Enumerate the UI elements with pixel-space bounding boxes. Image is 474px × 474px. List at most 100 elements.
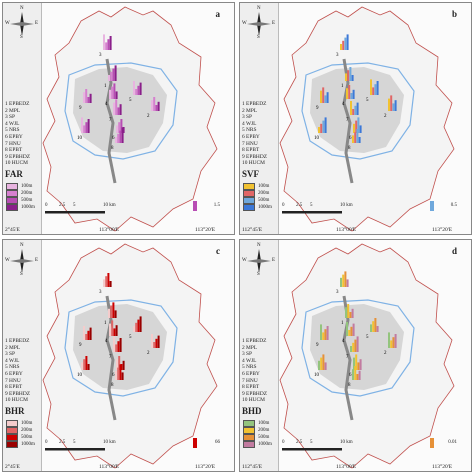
scale-tick-label: 0: [45, 203, 48, 208]
scale-tick-label: 5: [310, 203, 313, 208]
site-number: 2: [147, 114, 150, 119]
site-list: 1 EPBEDZ 2 MPL 3 SP 4 WJL 5 NRS 6 EPBY 7 HNU 8 …: [242, 338, 267, 404]
site-bar: [103, 34, 105, 50]
site-bar: [340, 277, 342, 287]
site-bar: [121, 127, 124, 143]
site-number: 6: [349, 373, 352, 378]
site-bar: [135, 89, 138, 95]
map-canvas: 1 2 3 4 5 6 7 8 9 10: [279, 243, 455, 469]
site-bar: [117, 107, 120, 115]
site-bar: [89, 327, 92, 340]
site-number: 4: [105, 102, 108, 107]
compass-w: W: [242, 21, 247, 26]
site-number: 1: [341, 321, 344, 326]
site-bar: [357, 362, 360, 370]
buffer-legend-item: 500m: [6, 197, 35, 204]
site-number: 9: [79, 343, 82, 348]
site-bar: [376, 81, 379, 95]
site-number: 4: [342, 339, 345, 344]
site-list-item: 3 SP: [242, 351, 253, 358]
site-bar: [87, 364, 90, 370]
site-bar: [109, 323, 111, 336]
site-list-item: 9 EPBHDZ: [5, 153, 31, 160]
site-bar: [107, 273, 110, 287]
scale-bar: [282, 448, 342, 451]
scale-tick-label: 10 km: [103, 440, 116, 445]
site-bar: [394, 334, 397, 348]
site-bar: [348, 330, 351, 336]
site-bar: [322, 332, 325, 340]
site-bar: [324, 117, 327, 133]
site-bar: [353, 123, 355, 133]
site-number: 8: [348, 383, 351, 388]
site-number: 7: [346, 355, 349, 360]
compass-e: E: [35, 21, 39, 26]
longitude-label: 113°20'E: [195, 464, 216, 470]
site-bar: [115, 325, 118, 336]
site-bar: [115, 99, 118, 115]
site-bar: [324, 329, 327, 340]
site-list-item: 10 HUCM: [242, 160, 265, 167]
buffer-legend: 100m 200m 500m 1000m: [6, 420, 35, 448]
site-bar: [320, 90, 322, 103]
site-list-item: 7 HNU: [242, 377, 258, 384]
site-bar: [322, 87, 325, 103]
site-bar: [108, 308, 110, 318]
site-number: 9: [316, 343, 319, 348]
compass-e: E: [272, 21, 276, 26]
scale-tick-label: 2.5: [296, 440, 303, 445]
site-bar: [139, 316, 142, 332]
site-bar: [374, 318, 377, 332]
site-number: 6: [112, 373, 115, 378]
site-bar: [344, 271, 347, 287]
site-bar: [83, 326, 85, 340]
site-bar: [117, 341, 120, 352]
site-bar: [374, 84, 377, 95]
site-bar: [354, 132, 357, 143]
variable-title: BHD: [242, 406, 262, 416]
site-bar: [115, 91, 118, 99]
scale-tick-label: 0: [282, 440, 285, 445]
site-list-item: 6 EPBY: [5, 133, 23, 140]
site-list-item: 1 EPBEDZ: [5, 338, 30, 344]
buffer-legend: 100m 200m 500m 1000m: [243, 420, 272, 448]
map-canvas: 1 2 3 4 5 6 7 8 9 10: [279, 6, 455, 232]
site-bar: [87, 97, 90, 103]
site-list-item: 7 HNU: [5, 140, 21, 147]
site-list: 1 EPBEDZ 2 MPL 3 SP 4 WJL 5 NRS 6 EPBY 7 HNU 8 …: [5, 338, 30, 404]
site-number: 1: [104, 321, 107, 326]
site-bar: [345, 73, 347, 81]
site-bar: [358, 370, 361, 380]
site-bar: [107, 39, 110, 50]
scale-bar: [45, 211, 105, 214]
site-bar: [388, 332, 390, 348]
site-bar: [81, 362, 83, 370]
site-bar: [347, 304, 350, 318]
compass-e: E: [272, 258, 276, 263]
map-canvas: 1 2 3 4 5 6 7 8 9 10: [42, 6, 218, 232]
site-bar: [151, 334, 153, 348]
site-bar: [113, 328, 116, 336]
site-bar: [320, 357, 323, 370]
site-bar: [349, 312, 352, 318]
site-list-item: 7 HNU: [5, 377, 21, 384]
site-bar: [356, 129, 359, 143]
ring-road: [64, 62, 178, 160]
site-bar: [139, 82, 142, 95]
site-bar: [83, 359, 86, 370]
scale-tick-label: 2.5: [296, 203, 303, 208]
longitude-label: 113°00'E: [99, 464, 120, 470]
site-bar: [117, 133, 120, 143]
buffer-legend-item: 500m: [243, 434, 272, 441]
compass-s: S: [20, 35, 23, 40]
site-number: 5: [366, 335, 369, 340]
site-bar: [342, 274, 345, 287]
site-list-item: 9 EPBHDZ: [242, 390, 268, 397]
site-list: 1 EPBEDZ 2 MPL 3 SP 4 WJL 5 NRS 6 EPBY 7 HNU 8 …: [5, 101, 30, 167]
compass-w: W: [5, 258, 10, 263]
map-panel-b: 1 2 3 4 5 6 7 8 9 10 b N S W E 1 EPBEDZ 2 MPL 3 SP 4 WJL 5 …: [239, 2, 472, 235]
site-number: 10: [77, 136, 83, 141]
site-bar: [372, 321, 375, 332]
site-bar: [340, 44, 342, 50]
site-bar: [137, 85, 140, 95]
